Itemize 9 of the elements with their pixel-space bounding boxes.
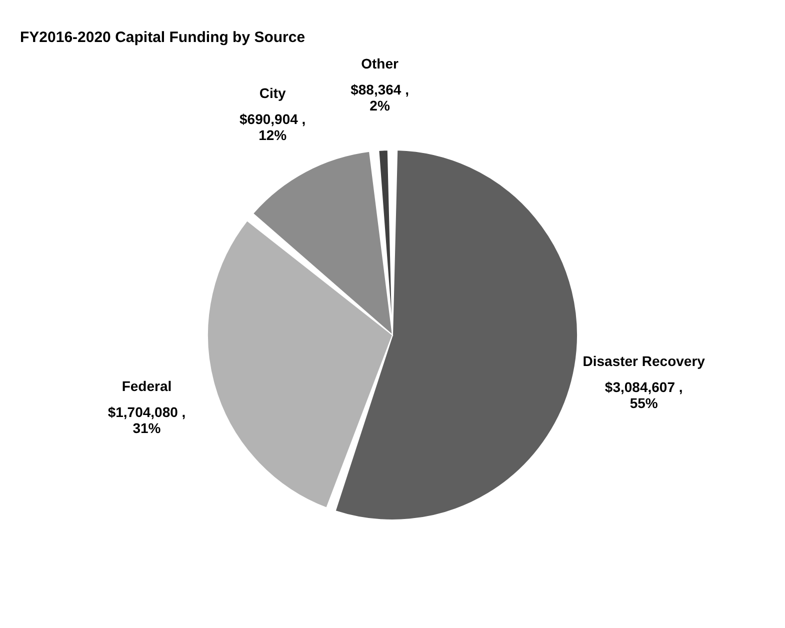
data-label: $690,904 , 12% bbox=[240, 110, 306, 143]
slice-label: Other bbox=[361, 55, 400, 72]
data-label: $88,364 , 2% bbox=[350, 81, 409, 114]
slice-label: Disaster Recovery bbox=[582, 353, 706, 370]
slice-label: Federal bbox=[122, 378, 172, 394]
slice-label: City bbox=[259, 84, 286, 101]
chart-title: FY2016-2020 Capital Funding by Source bbox=[20, 29, 306, 46]
data-label: $3,084,607 , 55% bbox=[604, 379, 683, 412]
data-label: $1,704,080 , 31% bbox=[108, 404, 186, 436]
